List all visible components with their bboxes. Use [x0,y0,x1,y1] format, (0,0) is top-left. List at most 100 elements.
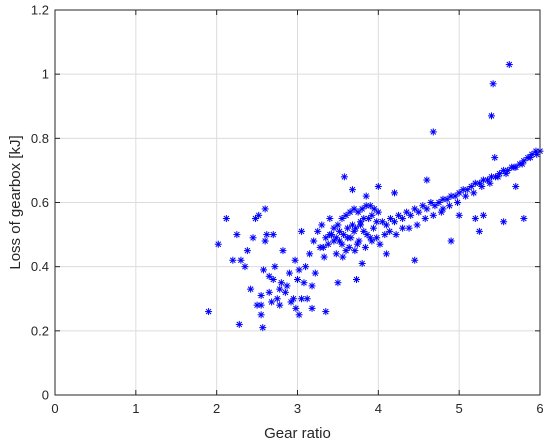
x-tick-label: 5 [456,401,463,416]
data-point [366,202,374,210]
data-point [455,189,463,197]
data-point [300,279,308,287]
data-point [294,276,301,283]
data-point [378,218,386,226]
data-point [391,189,398,197]
data-point [357,221,365,229]
data-point [269,231,277,239]
x-tick-label: 6 [536,401,543,416]
data-point [399,224,407,232]
data-point [283,282,291,290]
data-point [475,227,483,235]
data-point [350,205,358,213]
y-tick-label: 0.8 [31,131,49,146]
data-point [298,227,306,235]
data-point [295,311,303,319]
data-point [486,179,494,187]
data-point [265,288,273,296]
data-point [381,231,389,239]
data-point [259,324,267,332]
data-point [360,215,368,223]
data-point [407,211,415,219]
data-point [395,211,403,219]
data-point [319,243,327,251]
data-point [369,224,377,232]
data-point [502,170,510,178]
data-point [292,304,300,312]
data-point [205,308,213,316]
data-point [386,227,394,235]
data-point [241,263,249,271]
data-point [320,253,328,261]
data-point [347,234,355,242]
data-point [475,179,483,187]
data-point [330,237,338,245]
data-point [276,285,284,293]
data-point [295,266,303,274]
data-point [382,250,390,258]
data-point [291,256,299,264]
data-point [306,250,314,258]
data-point [489,80,497,88]
data-point [332,250,340,258]
data-point [340,231,348,239]
data-point [376,240,384,248]
data-point [271,263,279,271]
data-point [311,269,319,277]
data-point [392,231,400,239]
data-point [386,215,394,223]
x-tick-label: 4 [375,401,382,416]
data-point [353,240,361,248]
data-point [368,237,376,245]
data-point [361,243,369,251]
y-tick-label: 0 [42,388,49,403]
data-point [526,154,534,162]
data-point [338,215,346,223]
data-point [471,215,479,223]
data-point [437,208,445,216]
data-point [348,186,356,194]
x-tick-label: 1 [132,401,139,416]
data-point [411,205,419,213]
data-point [350,227,358,235]
data-point [463,186,471,194]
data-point [336,227,344,235]
x-axis-label: Gear ratio [264,425,331,442]
data-point [423,205,431,213]
data-point [435,199,443,206]
data-point [345,243,353,251]
data-point [308,282,316,290]
data-point [421,215,429,223]
data-point [443,195,451,203]
data-point [326,215,334,223]
data-point [373,234,381,242]
data-point [491,154,499,162]
data-point [249,234,257,242]
data-point [310,237,318,245]
data-point [479,211,487,219]
data-point [351,247,359,255]
tick-marks [54,9,541,396]
data-point [494,173,502,181]
data-point [326,231,334,239]
data-point [308,304,316,312]
data-point [454,199,462,206]
data-point [263,231,271,239]
data-point [370,205,378,213]
data-point [314,227,322,235]
x-tick-label: 3 [294,401,301,416]
data-point [354,208,362,216]
data-point [233,231,241,239]
data-point [235,320,243,328]
data-point [336,237,344,245]
y-tick-label: 0.2 [31,323,49,338]
data-point [505,61,513,69]
data-point [322,308,330,316]
x-tick-label: 2 [213,401,220,416]
data-point [318,221,326,229]
data-point [269,276,277,283]
data-point [467,182,475,190]
data-point [285,269,293,277]
data-point [268,298,276,306]
